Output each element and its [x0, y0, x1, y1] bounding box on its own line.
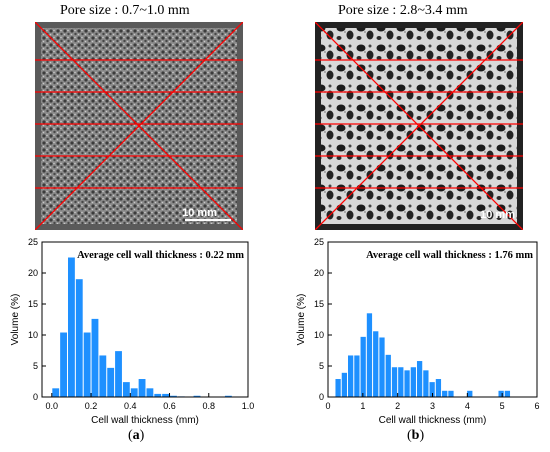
- foam-image-a: 10 mm: [35, 22, 243, 230]
- plot-frame-a: [41, 241, 249, 398]
- x-tick-label-b-1: 0: [325, 401, 330, 411]
- bar-a-11: [130, 388, 138, 397]
- y-tick-label-b-5: 20: [314, 268, 324, 278]
- panel-a-title: Pore size : 0.7~1.0 mm: [60, 3, 190, 18]
- bar-b-8: [379, 337, 385, 397]
- bar-a-13: [146, 388, 154, 397]
- bar-b-5: [360, 336, 366, 397]
- bar-a-6: [91, 318, 99, 397]
- bar-a-16: [170, 395, 177, 397]
- bar-b-13: [410, 367, 416, 397]
- x-tick-label-b-6: 5: [500, 401, 505, 411]
- bar-a-5: [83, 332, 91, 397]
- bar-a-3: [68, 257, 75, 397]
- bar-b-7: [373, 331, 379, 397]
- y-tick-label-b-2: 5: [319, 361, 324, 371]
- bar-a-12: [138, 379, 146, 397]
- y-tick-label-a-5: 20: [28, 268, 38, 278]
- x-axis-label-b: Cell wall thickness (mm): [379, 415, 487, 426]
- y-tick-label-a-3: 10: [28, 330, 38, 340]
- panel-a-label: (a): [128, 428, 145, 443]
- y-tick-label-b-3: 10: [314, 330, 324, 340]
- y-tick-label-a-2: 5: [33, 361, 38, 371]
- bar-b-4: [354, 355, 360, 397]
- x-tick-label-b-3: 2: [395, 401, 400, 411]
- bar-b-16: [429, 382, 435, 397]
- x-tick-label-b-4: 3: [430, 401, 435, 411]
- annotation-b: Average cell wall thickness : 1.76 mm: [366, 250, 533, 261]
- x-tick-label-a-4: 0.6: [163, 401, 176, 411]
- bar-b-10: [391, 367, 398, 397]
- bar-a-10: [122, 382, 130, 397]
- panel-b-label: (b): [407, 428, 425, 443]
- y-axis-label-b: Volume (%): [296, 294, 307, 346]
- bar-b-19: [448, 390, 454, 397]
- overlay-lines-b: [315, 22, 523, 230]
- bar-a-14: [154, 393, 162, 397]
- bar-a-7: [99, 355, 107, 397]
- scale-label-a: 10 mm: [182, 207, 217, 219]
- x-tick-label-a-3: 0.4: [124, 401, 137, 411]
- overlay-lines-a: [35, 22, 243, 230]
- histogram-a: 0 5 10 15 20 25 0.0 0.2 0.4 0.6 0.8 1.0 Cell wall th…: [10, 237, 255, 426]
- bar-a-8: [107, 367, 115, 397]
- bar-b-6: [366, 313, 373, 397]
- y-axis-label-a: Volume (%): [10, 294, 21, 346]
- plot-frame-b: [327, 241, 538, 398]
- bar-b-2: [341, 372, 348, 397]
- bar-a-2: [60, 332, 68, 397]
- bar-b-3: [348, 355, 354, 397]
- x-tick-label-a-2: 0.2: [85, 401, 98, 411]
- x-tick-label-b-2: 1: [360, 401, 365, 411]
- scale-label-b: 10 mm: [480, 209, 515, 221]
- diagonal-line-b-2: [315, 22, 523, 230]
- y-tick-label-a-6: 25: [28, 237, 38, 247]
- bar-b-9: [385, 354, 391, 397]
- bar-a-15: [162, 393, 170, 397]
- x-axis-label-a: Cell wall thickness (mm): [91, 415, 199, 426]
- x-tick-label-a-6: 1.0: [242, 401, 255, 411]
- bar-b-15: [423, 370, 429, 397]
- y-tick-label-a-4: 15: [28, 299, 38, 309]
- bar-b-17: [435, 379, 442, 397]
- foam-image-b: 10 mm: [315, 22, 523, 230]
- bar-a-4: [75, 279, 83, 397]
- bar-b-22: [504, 390, 511, 397]
- x-tick-label-a-5: 0.8: [203, 401, 216, 411]
- y-tick-label-b-4: 15: [314, 299, 324, 309]
- bar-b-11: [398, 367, 404, 397]
- panel-b-title: Pore size : 2.8~3.4 mm: [338, 3, 468, 18]
- bar-b-18: [442, 390, 448, 397]
- bar-b-14: [416, 361, 423, 397]
- x-tick-label-b-5: 4: [465, 401, 470, 411]
- bar-b-20: [467, 390, 473, 397]
- diagonal-line-a-2: [35, 22, 243, 230]
- bar-a-1: [52, 388, 60, 397]
- bar-a-9: [115, 351, 122, 397]
- x-tick-label-a-1: 0.0: [46, 401, 59, 411]
- x-tick-label-b-7: 6: [534, 401, 539, 411]
- bar-b-12: [404, 370, 410, 397]
- y-tick-label-b-6: 25: [314, 237, 324, 247]
- bar-a-19: [193, 395, 201, 397]
- bar-a-23: [224, 395, 232, 397]
- bar-b-1: [335, 379, 341, 397]
- annotation-a: Average cell wall thickness : 0.22 mm: [77, 250, 244, 261]
- y-tick-label-b-1: 0: [319, 392, 324, 402]
- y-tick-label-a-1: 0: [33, 392, 38, 402]
- bar-b-21: [498, 390, 504, 397]
